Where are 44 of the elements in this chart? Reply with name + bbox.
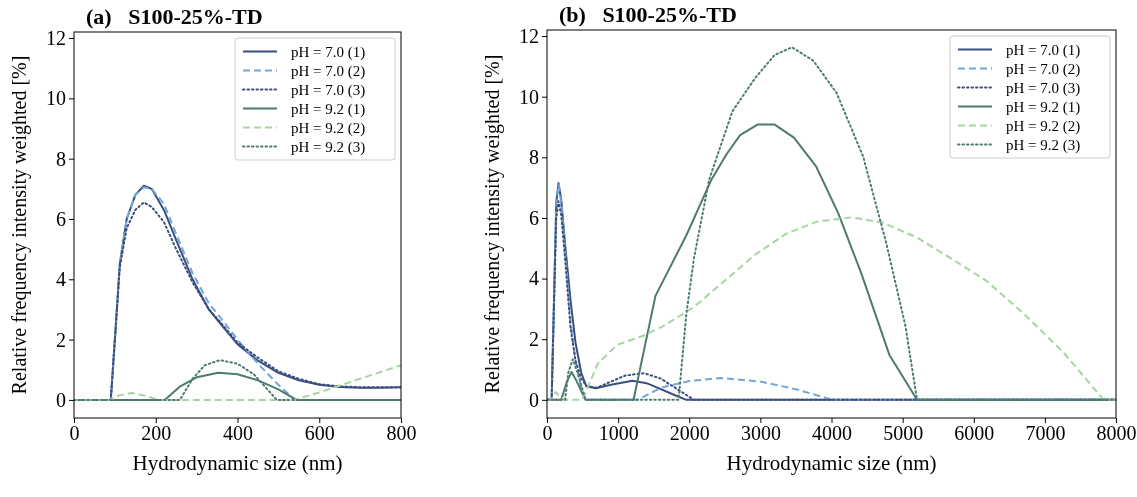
x-tick-label: 8000 [1096, 422, 1137, 445]
legend-label: pH = 7.0 (1) [1006, 41, 1081, 59]
y-tick-label: 8 [529, 146, 539, 169]
y-tick-label: 0 [529, 388, 539, 411]
legend-label: pH = 9.2 (1) [1006, 98, 1081, 116]
x-axis-title: Hydrodynamic size (nm) [726, 451, 937, 475]
x-tick-label: 6000 [954, 422, 995, 445]
x-tick-label: 800 [386, 422, 417, 445]
legend-label: pH = 7.0 (2) [291, 62, 366, 80]
legend-label: pH = 7.0 (1) [291, 43, 366, 61]
y-tick-label: 2 [56, 328, 66, 351]
legend-label: pH = 7.0 (3) [1006, 79, 1081, 97]
legend-label: pH = 7.0 (2) [1006, 60, 1081, 78]
y-tick-label: 8 [56, 147, 66, 170]
y-tick-label: 6 [529, 206, 539, 229]
y-tick-label: 10 [519, 85, 539, 108]
x-tick-label: 600 [304, 422, 335, 445]
legend-label: pH = 9.2 (3) [1006, 136, 1081, 154]
y-tick-label: 10 [46, 87, 66, 110]
y-axis-title: Relative frequency intensity weighted [%] [8, 55, 31, 395]
legend-label: pH = 9.2 (1) [291, 100, 366, 118]
x-axis-title: Hydrodynamic size (nm) [132, 451, 343, 475]
y-tick-label: 4 [529, 267, 539, 290]
chart-title: (a) S100-25%-TD [86, 4, 263, 29]
legend-label: pH = 9.2 (2) [1006, 117, 1081, 135]
y-tick-label: 6 [56, 207, 66, 230]
y-tick-label: 2 [529, 328, 539, 351]
x-tick-label: 5000 [883, 422, 924, 445]
y-tick-label: 12 [519, 24, 539, 47]
chart-title: (b) S100-25%-TD [559, 2, 737, 27]
x-tick-label: 3000 [740, 422, 781, 445]
x-tick-label: 7000 [1025, 422, 1066, 445]
legend-label: pH = 9.2 (2) [291, 119, 366, 137]
x-tick-label: 400 [223, 422, 253, 445]
y-axis-title: Relative frequency intensity weighted [%] [481, 54, 504, 394]
legend-label: pH = 9.2 (3) [291, 138, 366, 156]
x-tick-label: 4000 [812, 422, 852, 445]
x-tick-label: 1000 [598, 422, 639, 445]
y-tick-label: 12 [46, 26, 66, 49]
x-tick-label: 200 [141, 422, 172, 445]
legend-label: pH = 7.0 (3) [291, 81, 366, 99]
y-tick-label: 4 [56, 268, 66, 291]
x-tick-label: 2000 [669, 422, 710, 445]
y-tick-label: 0 [56, 388, 66, 411]
